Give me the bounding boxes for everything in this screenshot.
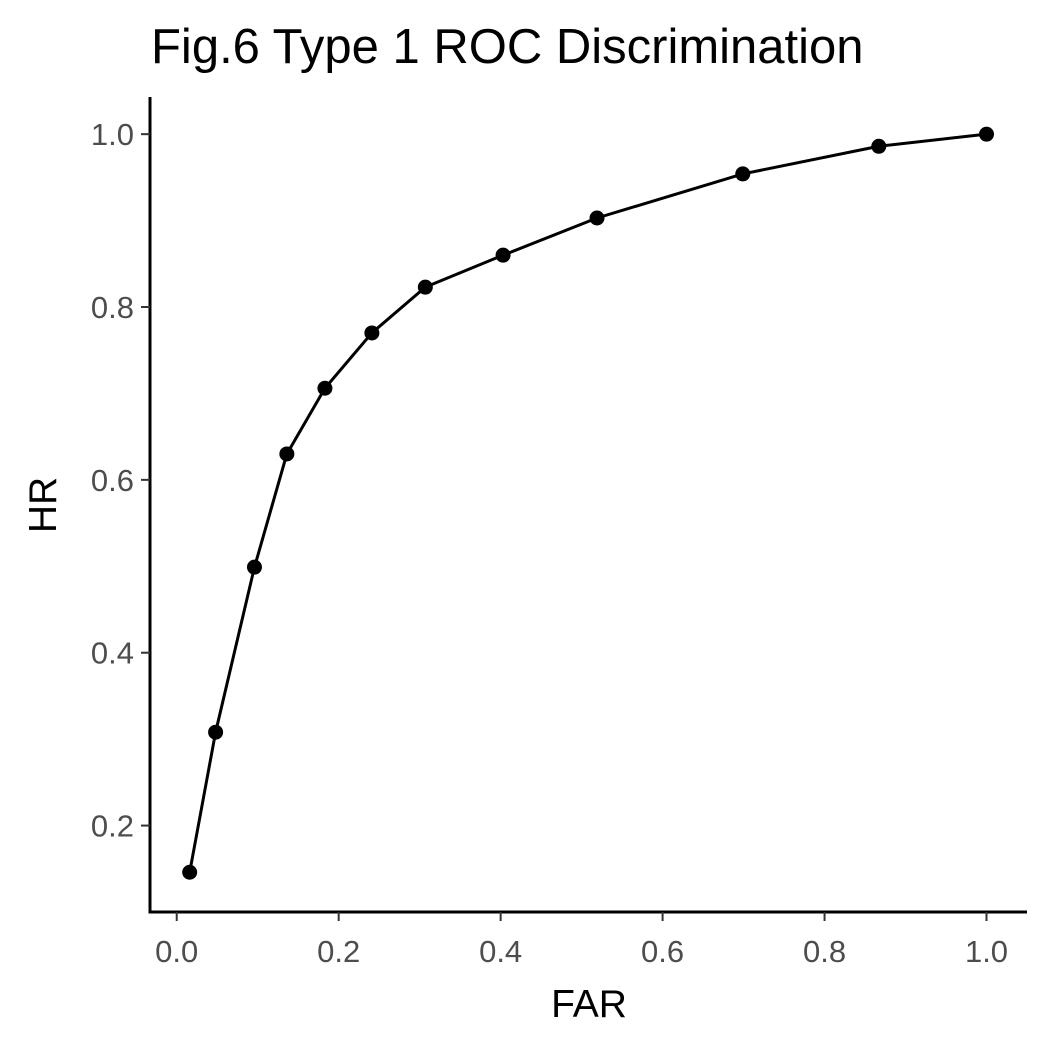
data-point <box>735 166 751 182</box>
x-axis-title: FAR <box>551 983 627 1026</box>
data-point <box>317 380 333 396</box>
data-point <box>871 138 887 154</box>
y-tick-label: 0.4 <box>91 636 134 671</box>
y-tick-label: 0.2 <box>91 809 134 844</box>
y-axis: 0.2 0.4 0.6 0.8 1.0 <box>91 97 152 914</box>
x-tick-label: 0.2 <box>317 934 360 969</box>
data-point <box>417 279 433 295</box>
series-line <box>188 132 987 873</box>
data-point <box>182 864 198 880</box>
data-point <box>495 247 511 263</box>
x-tick-label: 0.6 <box>641 934 684 969</box>
x-tick-label: 0.0 <box>155 934 198 969</box>
data-point <box>279 446 295 462</box>
data-point <box>208 724 224 740</box>
y-tick-label: 0.8 <box>91 290 134 325</box>
x-tick-label: 0.4 <box>479 934 522 969</box>
x-tick-label: 1.0 <box>965 934 1008 969</box>
y-tick-label: 1.0 <box>91 117 134 152</box>
x-axis: 0.0 0.2 0.4 0.6 0.8 1.0 <box>150 910 1027 969</box>
x-tick-label: 0.8 <box>803 934 846 969</box>
data-point <box>364 325 380 341</box>
y-axis-title: HR <box>22 477 65 533</box>
data-point <box>246 559 262 575</box>
plot-series <box>182 126 995 880</box>
y-tick-label: 0.6 <box>91 463 134 498</box>
data-point <box>589 210 605 226</box>
chart-title: Fig.6 Type 1 ROC Discrimination <box>151 20 864 74</box>
data-point <box>979 126 995 142</box>
